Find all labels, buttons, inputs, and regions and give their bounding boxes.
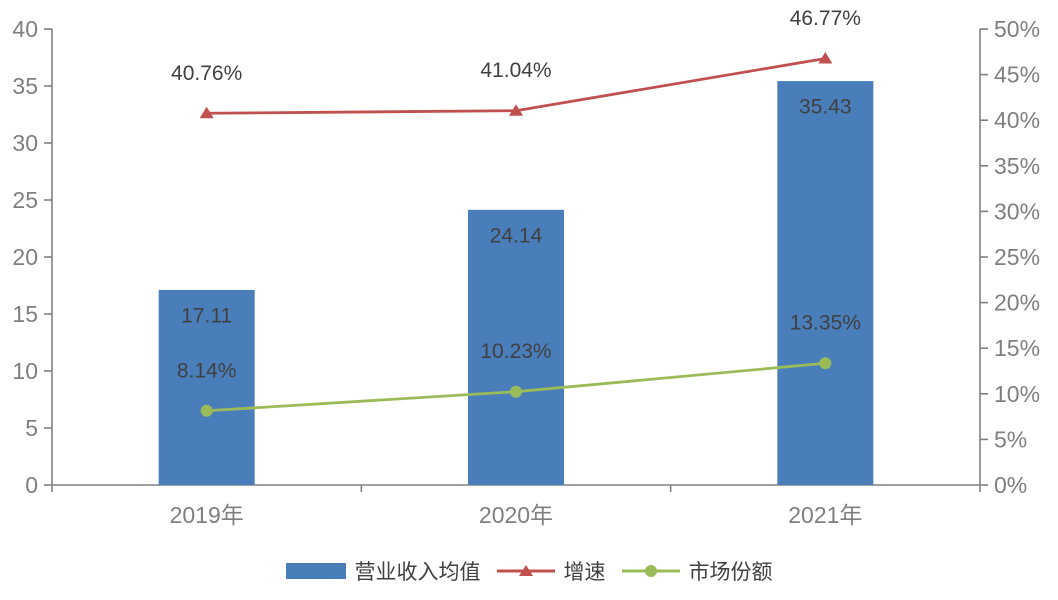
growth-marker-2021 bbox=[818, 51, 833, 64]
market-share-label-2021: 13.35% bbox=[790, 312, 861, 335]
legend-swatch-triangle-line-icon bbox=[496, 565, 555, 576]
market-share-marker-2021 bbox=[819, 357, 832, 370]
market-share-marker-2019 bbox=[200, 404, 213, 417]
right-axis-tick-label-5: 5% bbox=[994, 426, 1027, 452]
left-axis-tick-label-20: 20 bbox=[12, 244, 38, 270]
left-axis-tick-label-30: 30 bbox=[12, 130, 38, 156]
left-axis-tick-label-5: 5 bbox=[25, 415, 38, 441]
growth-label-2019: 40.76% bbox=[171, 62, 242, 85]
x-axis-label-2021: 2021年 bbox=[788, 502, 862, 528]
right-axis-tick-label-35: 35% bbox=[994, 153, 1040, 179]
legend-swatch-bar-icon bbox=[285, 563, 346, 579]
legend-item-growth: 增速 bbox=[496, 556, 606, 586]
right-axis-tick-label-45: 45% bbox=[994, 62, 1040, 88]
right-axis-tick-label-10: 10% bbox=[994, 381, 1040, 407]
legend-label-market-share: 市场份额 bbox=[688, 561, 773, 584]
revenue-bar-2019 bbox=[158, 289, 255, 485]
revenue-bar-2020 bbox=[468, 209, 564, 485]
legend-item-revenue: 营业收入均值 bbox=[285, 556, 481, 586]
right-axis-tick-label-25: 25% bbox=[994, 244, 1040, 270]
legend-swatch-circle-line-icon bbox=[621, 565, 680, 577]
right-axis-tick-label-0: 0% bbox=[994, 472, 1027, 498]
market-share-label-2020: 10.23% bbox=[480, 340, 551, 363]
legend-label-revenue: 营业收入均值 bbox=[354, 561, 481, 584]
chart-legend: 营业收入均值 增速 市场份额 bbox=[0, 556, 1058, 586]
right-axis-tick-label-40: 40% bbox=[994, 107, 1040, 133]
revenue-bar-label-2019: 17.11 bbox=[181, 304, 232, 327]
left-axis-tick-label-10: 10 bbox=[12, 358, 38, 384]
revenue-bar-label-2021: 35.43 bbox=[799, 96, 852, 119]
left-axis-tick-label-35: 35 bbox=[12, 73, 38, 99]
legend-item-market-share: 市场份额 bbox=[621, 556, 773, 586]
left-axis-tick-label-15: 15 bbox=[12, 301, 38, 327]
growth-marker-2020 bbox=[509, 104, 523, 116]
market-share-marker-2020 bbox=[510, 385, 522, 398]
left-axis-tick-label-0: 0 bbox=[25, 472, 38, 498]
revenue-bar-2021 bbox=[777, 81, 874, 486]
growth-marker-2019 bbox=[199, 106, 214, 119]
right-axis-tick-label-20: 20% bbox=[994, 290, 1040, 316]
right-axis-tick-label-15: 15% bbox=[994, 335, 1040, 361]
right-axis-tick-label-50: 50% bbox=[994, 16, 1040, 42]
growth-label-2020: 41.04% bbox=[480, 59, 551, 82]
market-share-label-2019: 8.14% bbox=[177, 359, 237, 382]
growth-label-2021: 46.77% bbox=[790, 7, 861, 30]
x-axis-label-2020: 2020年 bbox=[479, 502, 553, 528]
x-axis-label-2019: 2019年 bbox=[170, 502, 244, 528]
legend-label-growth: 增速 bbox=[563, 561, 606, 584]
left-axis-tick-label-25: 25 bbox=[12, 187, 38, 213]
right-axis-tick-label-30: 30% bbox=[994, 198, 1040, 224]
left-axis-tick-label-40: 40 bbox=[12, 16, 38, 42]
revenue-bar-label-2020: 24.14 bbox=[490, 224, 543, 247]
